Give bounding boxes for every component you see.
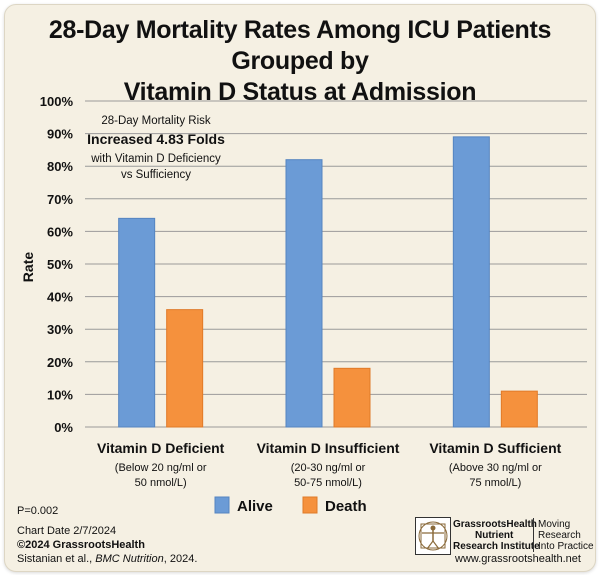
annotation-line: vs Sufficiency: [121, 169, 191, 181]
logo-name-line-1: GrassrootsHealth: [453, 519, 537, 530]
logo-tagline-line-2: Research: [538, 530, 581, 541]
citation-year: , 2024.: [163, 553, 198, 565]
y-tick-label: 100%: [40, 94, 74, 109]
chart-card: 28-Day Mortality Rates Among ICU Patient…: [4, 4, 596, 572]
citation-authors: Sistanian et al.,: [17, 553, 96, 565]
y-axis-label: Rate: [20, 252, 36, 283]
category-label: Vitamin D Insufficient: [257, 440, 400, 456]
y-tick-label: 0%: [54, 420, 73, 435]
bar-alive: [285, 159, 323, 428]
logo-divider: [533, 518, 534, 552]
category-sublabel: 50 nmol/L): [135, 477, 187, 489]
logo-tagline-line-3: Into Practice: [538, 541, 594, 552]
logo-tagline-line-1: Moving: [538, 519, 571, 530]
annotation-line: 28-Day Mortality Risk: [101, 115, 211, 127]
annotation-line: with Vitamin D Deficiency: [90, 153, 221, 165]
category-sublabel: 50-75 nmol/L): [294, 477, 362, 489]
y-tick-label: 40%: [47, 290, 73, 305]
copyright: ©2024 GrassrootsHealth: [17, 539, 145, 551]
logo-name-line-2: Nutrient: [475, 530, 514, 541]
category-label: Vitamin D Sufficient: [429, 440, 561, 456]
y-tick-label: 20%: [47, 355, 73, 370]
bar-chart: 0% 10% 20% 30% 40% 50% 60% 70% 80% 90% 100% Rate Vit…: [20, 94, 587, 515]
vitruvian-logo-icon: [415, 517, 451, 555]
bar-alive: [452, 136, 490, 428]
bar-death: [166, 309, 204, 428]
bar-death: [333, 367, 371, 428]
category-sublabel: (Below 20 ng/ml or: [115, 462, 207, 474]
y-tick-label: 70%: [47, 192, 73, 207]
legend-label-alive: Alive: [237, 498, 273, 515]
p-value: P=0.002: [17, 505, 59, 517]
chart-title: 28-Day Mortality Rates Among ICU Patient…: [5, 15, 595, 108]
citation: Sistanian et al., BMC Nutrition, 2024.: [17, 553, 197, 565]
y-tick-label: 60%: [47, 224, 73, 239]
website-link[interactable]: www.grassrootshealth.net: [455, 553, 581, 565]
citation-journal: BMC Nutrition: [95, 553, 164, 565]
legend-swatch-alive: [214, 496, 230, 514]
annotation-line: Increased 4.83 Folds: [87, 131, 225, 147]
y-tick-label: 10%: [47, 387, 73, 402]
legend-swatch-death: [302, 496, 318, 514]
logo-name-line-3: Research Institute: [453, 541, 540, 552]
chart-date: Chart Date 2/7/2024: [17, 525, 117, 537]
legend-label-death: Death: [325, 498, 367, 515]
y-tick-label: 30%: [47, 322, 73, 337]
y-tick-label: 50%: [47, 257, 73, 272]
y-tick-label: 80%: [47, 159, 73, 174]
category-sublabel: (Above 30 ng/ml or: [449, 462, 542, 474]
category-sublabel: (20-30 ng/ml or: [291, 462, 366, 474]
y-tick-label: 90%: [47, 127, 73, 142]
category-label: Vitamin D Deficient: [97, 440, 225, 456]
chart-title-line-1: 28-Day Mortality Rates Among ICU Patient…: [48, 16, 552, 75]
bar-death: [500, 390, 538, 428]
category-sublabel: 75 nmol/L): [469, 477, 521, 489]
bar-alive: [118, 217, 156, 428]
